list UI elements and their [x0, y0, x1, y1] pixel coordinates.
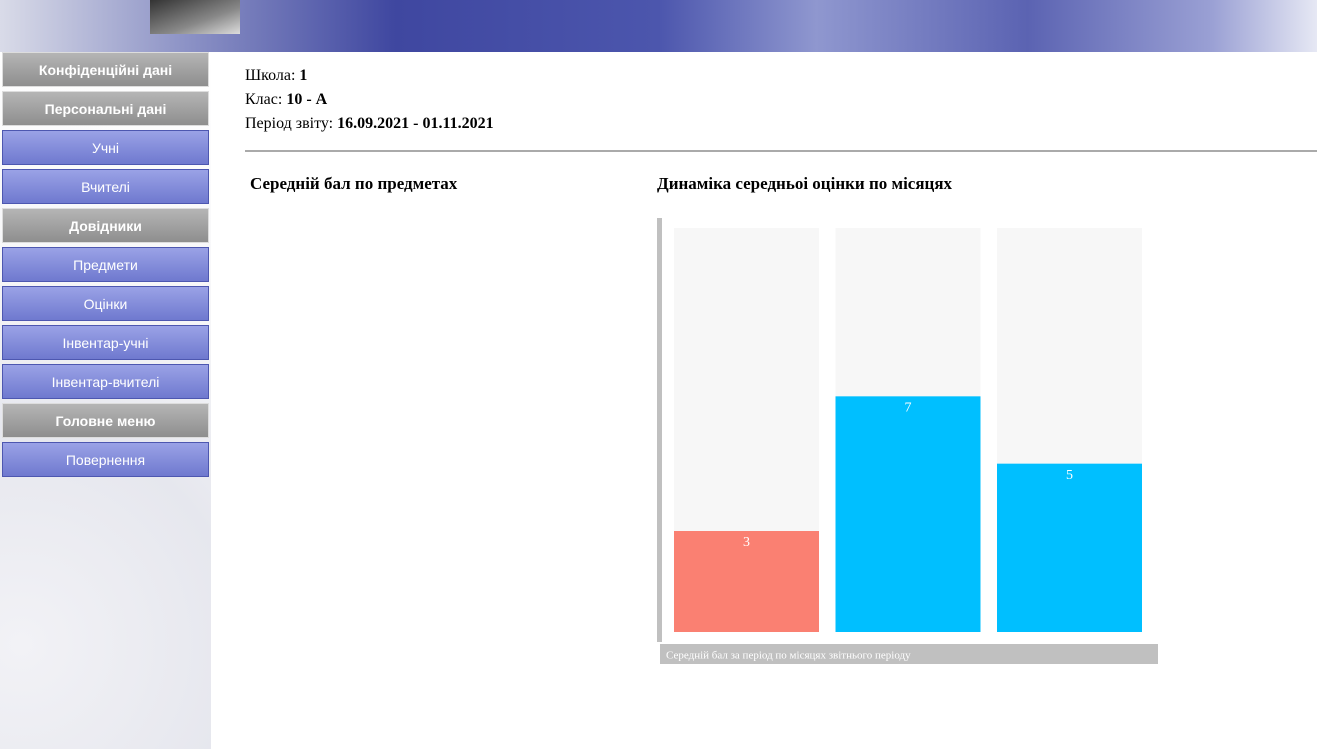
value: 10 - А [286, 91, 327, 108]
banner-image [150, 0, 240, 34]
menu-item[interactable]: Предмети [2, 247, 209, 282]
sidebar: Конфіденційні дані Персональні дані Учні Вч… [0, 52, 211, 749]
period-line: Період звіту: 16.09.2021 - 01.11.2021 [245, 112, 494, 136]
menu-item[interactable]: Інвентар-вчителі [2, 364, 209, 399]
menu-item[interactable]: Оцінки [2, 286, 209, 321]
bar [836, 396, 981, 632]
menu-item[interactable]: Учні [2, 130, 209, 165]
value-label: 5 [1066, 468, 1073, 483]
value-label: 7 [905, 401, 912, 416]
class-line: Клас: 10 - А [245, 88, 494, 112]
value: 16.09.2021 - 01.11.2021 [337, 115, 493, 132]
menu-section[interactable]: Довідники [2, 208, 209, 243]
value: 1 [299, 67, 307, 84]
report-info: Школа: 1 Клас: 10 - А Період звіту: 16.0… [245, 64, 494, 136]
subjects-heading: Середній бал по предметах [250, 174, 457, 194]
menu-item[interactable]: Вчителі [2, 169, 209, 204]
label: Період звіту: [245, 115, 333, 132]
menu-item[interactable]: Інвентар-учні [2, 325, 209, 360]
menu-section[interactable]: Конфіденційні дані [2, 52, 209, 87]
chart: Середній бал за період по місяцях звітнь… [650, 210, 1170, 670]
chart-caption: Середній бал за період по місяцях звітнь… [666, 650, 911, 662]
value-label: 3 [743, 535, 750, 550]
school-line: Школа: 1 [245, 64, 494, 88]
menu-section[interactable]: Головне меню [2, 403, 209, 438]
divider [245, 150, 1317, 152]
page: {"menu": [ {"title": "Конфіденційні дані… [0, 0, 1317, 749]
label: Клас: [245, 91, 282, 108]
chart-title: Динаміка середньоі оцінки по місяцях [657, 174, 952, 194]
label: Школа: [245, 67, 295, 84]
menu-item[interactable]: Повернення [2, 442, 209, 477]
menu-section[interactable]: Персональні дані [2, 91, 209, 126]
bar [997, 464, 1142, 632]
banner [0, 0, 1317, 52]
axis-bar [657, 218, 662, 642]
